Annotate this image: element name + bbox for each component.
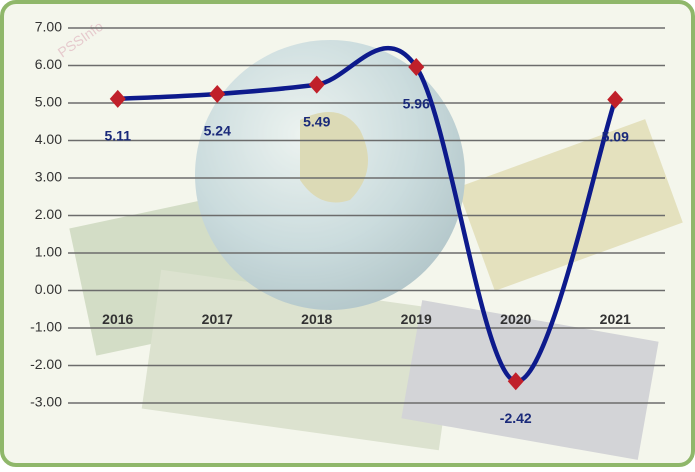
y-tick-label: 6.00 <box>35 56 62 72</box>
marker <box>507 372 524 391</box>
y-tick-label: 1.00 <box>35 244 62 260</box>
data-label: 5.09 <box>602 128 629 144</box>
y-tick-label: 5.00 <box>35 94 62 110</box>
marker <box>109 89 126 108</box>
x-tick-label: 2019 <box>401 311 432 327</box>
y-tick-label: -1.00 <box>30 319 62 335</box>
y-tick-label: -2.00 <box>30 356 62 372</box>
background-art <box>69 40 683 460</box>
x-tick-label: 2018 <box>301 311 332 327</box>
x-tick-label: 2021 <box>600 311 631 327</box>
y-tick-label: 4.00 <box>35 131 62 147</box>
data-label: -2.42 <box>500 410 532 426</box>
x-tick-label: 2016 <box>102 311 133 327</box>
marker <box>308 75 325 94</box>
y-tick-label: 7.00 <box>35 19 62 35</box>
y-tick-label: -3.00 <box>30 394 62 410</box>
x-tick-label: 2020 <box>500 311 531 327</box>
marker <box>408 58 425 76</box>
marker <box>209 85 226 103</box>
y-tick-label: 3.00 <box>35 169 62 185</box>
data-label: 5.11 <box>105 128 132 144</box>
data-label: 5.96 <box>403 96 430 112</box>
x-tick-label: 2017 <box>202 311 233 327</box>
data-label: 5.24 <box>204 123 231 139</box>
marker <box>607 90 624 109</box>
data-label: 5.49 <box>303 113 330 129</box>
y-tick-label: 0.00 <box>35 281 62 297</box>
y-tick-label: 2.00 <box>35 206 62 222</box>
